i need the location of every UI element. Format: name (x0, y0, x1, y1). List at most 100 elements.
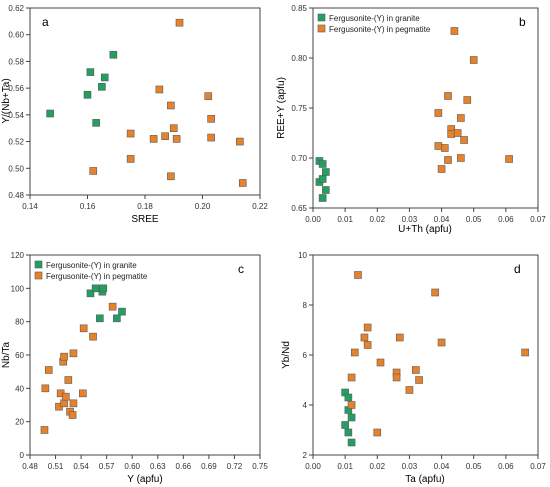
pegmatite-point (505, 155, 513, 163)
pegmatite-point (450, 27, 459, 35)
panel-b-label: b (519, 15, 526, 29)
x-tick-label: 0.02 (369, 215, 385, 224)
y-tick-label: 0.85 (291, 4, 307, 13)
y-tick-label: 0.56 (8, 84, 24, 93)
panel-b: b U+Th (apfu) REE+Y (apfu) (276, 7, 539, 235)
granite-point (99, 284, 108, 293)
y-tick-label: 20 (15, 418, 24, 427)
y-tick-label: 2 (303, 451, 308, 460)
granite-point (92, 119, 100, 127)
granite-point (347, 413, 356, 422)
pegmatite-point (354, 271, 362, 279)
pegmatite-point (405, 386, 414, 394)
y-tick-label: 0 (20, 451, 25, 460)
granite-point (341, 421, 349, 429)
granite-point (344, 428, 353, 437)
x-tick-label: 0.20 (195, 202, 211, 211)
pegmatite-point (207, 133, 215, 142)
x-tick-label: 0.16 (80, 202, 96, 211)
granite-point (98, 83, 106, 91)
pegmatite-point (415, 376, 423, 384)
pegmatite-point (392, 373, 401, 382)
x-tick-label: 0.03 (402, 462, 418, 471)
pegmatite-point (41, 384, 50, 393)
pegmatite-point (167, 172, 175, 181)
granite-point (86, 68, 95, 76)
pegmatite-point (61, 392, 70, 401)
x-tick-label: 0.14 (22, 202, 38, 211)
panel-d-xlabel: Ta (apfu) (405, 474, 444, 485)
pegmatite-point (460, 136, 468, 144)
pegmatite-point (363, 341, 372, 349)
granite-point (118, 307, 126, 316)
granite-point (322, 186, 330, 194)
x-tick-label: 0.51 (48, 462, 64, 471)
x-tick-label: 0.00 (305, 215, 321, 224)
pegmatite-point (431, 288, 439, 297)
pegmatite-point (373, 428, 382, 437)
pegmatite-point (79, 389, 87, 398)
y-tick-label: 0.70 (291, 154, 307, 163)
y-tick-label: 0.75 (291, 104, 307, 113)
x-tick-label: 0.06 (498, 215, 514, 224)
granite-point (91, 284, 100, 293)
pegmatite-point (444, 156, 452, 164)
pegmatite-point (463, 96, 472, 104)
x-tick-label: 0.05 (466, 462, 482, 471)
pegmatite-point (79, 324, 88, 333)
pegmatite-point (89, 332, 97, 341)
pegmatite-point (350, 348, 359, 357)
y-tick-label: 0.48 (8, 191, 24, 200)
pegmatite-point (60, 399, 68, 408)
pegmatite-point (207, 115, 215, 123)
y-tick-label: 0.62 (8, 4, 24, 13)
x-tick-label: 0.18 (137, 202, 153, 211)
panel-b-legend: Fergusonite-(Y) in granite Fergusonite-(Y… (317, 13, 431, 34)
x-tick-label: 0.54 (73, 462, 89, 471)
panel-d-label: d (514, 262, 521, 276)
x-tick-label: 0.75 (252, 462, 268, 471)
panel-c-legend: Fergusonite-(Y) in granite Fergusonite-(Y… (34, 260, 148, 281)
pegmatite-point (395, 333, 404, 342)
panel-c-marks: 0.48 0.51 0.54 0.57 0.60 0.63 0.66 0.69 0.72 0.75… (11, 251, 269, 471)
granite-point (100, 73, 109, 82)
granite-point (322, 168, 330, 176)
pegmatite-point (175, 18, 184, 27)
panel-c-xlabel: Y (apfu) (127, 474, 162, 485)
pegmatite-point (161, 132, 169, 141)
pegmatite-point (155, 85, 164, 94)
panel-d-marks: 0.00 0.01 0.02 0.03 0.04 0.05 0.06 0.07 2 4 6 8 10 (298, 251, 546, 471)
legend-label-pegmatite: Fergusonite-(Y) in pegmatite (46, 272, 148, 281)
pegmatite-point (347, 373, 356, 382)
pegmatite-point (40, 426, 49, 434)
granite-point (83, 91, 92, 99)
granite-point (347, 438, 356, 447)
panel-b-xlabel: U+Th (apfu) (398, 224, 452, 235)
pegmatite-point (457, 154, 465, 162)
granite-point (318, 160, 327, 168)
y-tick-label: 0.50 (8, 164, 24, 173)
x-tick-label: 0.03 (402, 215, 418, 224)
pegmatite-point (126, 155, 135, 163)
x-tick-label: 0.60 (124, 462, 140, 471)
x-tick-label: 0.66 (176, 462, 192, 471)
panel-d: d Ta (apfu) Yb/Nd (281, 254, 539, 485)
granite-point (86, 289, 95, 298)
x-tick-label: 0.57 (99, 462, 115, 471)
y-tick-label: 120 (11, 251, 25, 260)
granite-point (109, 50, 118, 59)
x-tick-label: 0.00 (305, 462, 321, 471)
pegmatite-point (434, 142, 443, 150)
y-tick-label: 0.65 (291, 204, 307, 213)
legend-swatch-granite (317, 13, 326, 22)
pegmatite-point (437, 338, 446, 347)
pegmatite-point (376, 358, 385, 367)
panel-a-label: a (42, 15, 49, 29)
pegmatite-point (447, 130, 456, 138)
y-tick-label: 40 (15, 384, 24, 393)
x-tick-label: 0.63 (150, 462, 166, 471)
x-tick-label: 0.05 (466, 215, 482, 224)
pegmatite-point (521, 348, 529, 357)
legend-swatch-pegmatite (317, 24, 326, 33)
x-tick-label: 0.04 (434, 462, 450, 471)
